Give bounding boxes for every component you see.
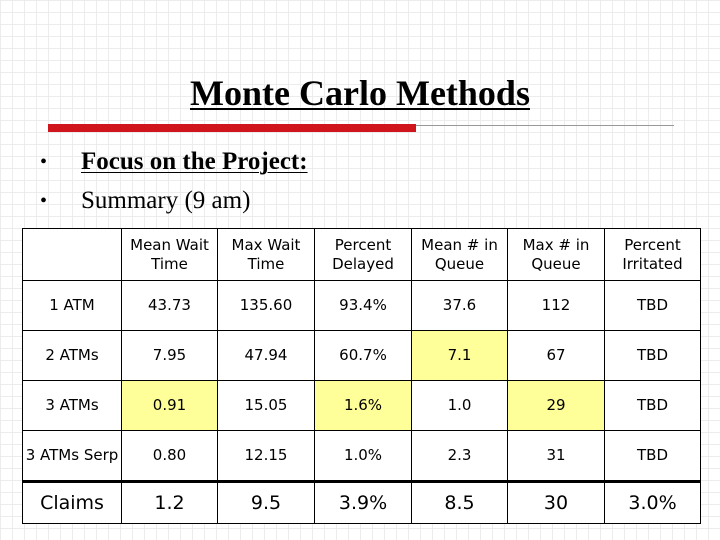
table-cell: 30	[507, 480, 605, 524]
table-cell: 8.5	[411, 480, 508, 524]
title-accent-bar	[48, 124, 416, 132]
table-cell: 1.0%	[314, 430, 412, 482]
table-row: 3 ATMs Serp 0.80 12.15 1.0% 2.3 31 TBD	[22, 430, 701, 482]
table-row-claims: Claims 1.2 9.5 3.9% 8.5 30 3.0%	[22, 480, 701, 524]
table-cell: 3.9%	[314, 480, 412, 524]
table-row: 3 ATMs 0.91 15.05 1.6% 1.0 29 TBD	[22, 380, 701, 431]
table-cell: 31	[507, 430, 605, 482]
header-cell: Percent Irritated	[604, 228, 701, 281]
table-cell: 67	[507, 330, 605, 381]
bullet-marker: •	[40, 151, 48, 173]
table-row: 1 ATM 43.73 135.60 93.4% 37.6 112 TBD	[22, 280, 701, 331]
bullet-item: • Focus on the Project:	[40, 144, 308, 183]
table-cell: 9.5	[217, 480, 315, 524]
table-cell: TBD	[604, 430, 701, 482]
table-cell: TBD	[604, 330, 701, 381]
header-cell: Percent Delayed	[314, 228, 412, 281]
table-cell: 112	[507, 280, 605, 331]
table-cell: 37.6	[411, 280, 508, 331]
table-cell-highlighted: 7.1	[411, 330, 508, 381]
table-header-row: Mean Wait Time Max Wait Time Percent Del…	[22, 228, 701, 281]
row-label: 1 ATM	[22, 280, 122, 331]
table-cell-highlighted: 29	[507, 380, 605, 431]
header-cell: Max Wait Time	[217, 228, 315, 281]
row-label: 2 ATMs	[22, 330, 122, 381]
header-cell: Mean # in Queue	[411, 228, 508, 281]
table-cell: 12.15	[217, 430, 315, 482]
table-cell: 0.80	[121, 430, 218, 482]
table-cell: 15.05	[217, 380, 315, 431]
table-cell: 7.95	[121, 330, 218, 381]
table-cell: 1.0	[411, 380, 508, 431]
table-cell-highlighted: 1.6%	[314, 380, 412, 431]
row-label: 3 ATMs	[22, 380, 122, 431]
table-cell: 1.2	[121, 480, 218, 524]
row-label: Claims	[22, 480, 122, 524]
results-table: Mean Wait Time Max Wait Time Percent Del…	[22, 228, 701, 524]
table-cell: 135.60	[217, 280, 315, 331]
table-cell: 43.73	[121, 280, 218, 331]
table-cell: 2.3	[411, 430, 508, 482]
table-cell-highlighted: 0.91	[121, 380, 218, 431]
bullet-list: • Focus on the Project: • Summary (9 am)	[40, 144, 308, 222]
bullet-text: Summary (9 am)	[81, 187, 251, 214]
bullet-text: Focus on the Project:	[81, 148, 308, 175]
table-row: 2 ATMs 7.95 47.94 60.7% 7.1 67 TBD	[22, 330, 701, 381]
row-label: 3 ATMs Serp	[22, 430, 122, 482]
header-cell: Max # in Queue	[507, 228, 605, 281]
title-divider-line	[416, 125, 674, 126]
header-cell-empty	[22, 228, 122, 281]
header-cell: Mean Wait Time	[121, 228, 218, 281]
bullet-marker: •	[40, 190, 48, 212]
table-cell: 60.7%	[314, 330, 412, 381]
slide-title: Monte Carlo Methods	[190, 73, 530, 113]
table-cell: 47.94	[217, 330, 315, 381]
table-cell: TBD	[604, 380, 701, 431]
table-cell: TBD	[604, 280, 701, 331]
table-cell: 3.0%	[604, 480, 701, 524]
bullet-item: • Summary (9 am)	[40, 183, 308, 222]
table-cell: 93.4%	[314, 280, 412, 331]
